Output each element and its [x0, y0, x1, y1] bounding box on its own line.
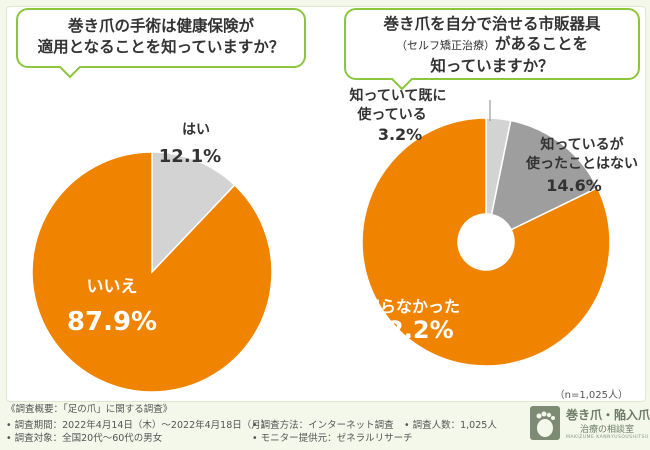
question-2-line-2-small: （セルフ矯正治療）: [395, 39, 495, 52]
logo-name: 巻き爪・陥入爪: [566, 408, 650, 422]
question-1-bubble: 巻き爪の手術は健康保険が 適用となることを知っていますか？: [16, 8, 306, 79]
survey-heading: 《調査概要：「足の爪」に関する調査》: [6, 404, 173, 415]
question-1-line-2: 適用となることを知っていますか？: [37, 38, 285, 56]
chart2-label-2-line-1: 知っているが: [540, 136, 624, 153]
survey-count: • 調査人数：1,025人: [404, 420, 497, 431]
chart1-label-yes: はい: [182, 122, 210, 138]
survey-target: • 調査対象：全国20代～60代の男女: [6, 433, 163, 444]
question-2-line-2: （セルフ矯正治療）があることを: [346, 34, 638, 56]
sample-size: （n=1,025人）: [554, 390, 628, 401]
survey-provider: • モニター提供元：ゼネラルリサーチ: [252, 433, 413, 444]
chart1-slice-2: [31, 151, 273, 393]
chart2-label-3: 知らなかった: [364, 297, 460, 316]
chart1-value-yes: 12.1%: [159, 146, 221, 167]
foot-icon: [530, 406, 560, 440]
survey-period: • 調査期間：2022年4月14日（木）～2022年4月18日（月）: [6, 420, 271, 431]
question-2-bubble: 巻き爪を自分で治せる市販器具 （セルフ矯正治療）があることを 知っていますか？: [344, 8, 640, 91]
logo-sub: 治療の相談室: [580, 425, 635, 435]
clinic-logo: 巻き爪・陥入爪 治療の相談室 MAKIZUME KANNYUSOUSHITSU: [530, 404, 650, 446]
chart2-slice-2: [490, 119, 599, 231]
chart2-value-3: 82.2%: [370, 316, 453, 344]
question-2-line-2-main: があることを: [494, 35, 588, 53]
logo-roman: MAKIZUME KANNYUSOUSHITSU: [566, 435, 649, 440]
chart2-label-1-line-1: 知っていて既に: [350, 87, 447, 104]
chart2-label-1-line-2: 使っている: [356, 106, 426, 123]
chart2-value-2: 14.6%: [546, 176, 602, 195]
chart2-slice-3: [361, 117, 611, 367]
question-1-line-1: 巻き爪の手術は健康保険が: [67, 17, 254, 35]
question-2-line-1: 巻き爪を自分で治せる市販器具: [383, 15, 601, 33]
survey-summary: 《調査概要：「足の爪」に関する調査》: [6, 404, 172, 417]
chart2-value-1: 3.2%: [378, 125, 422, 144]
chart1-slice-1: [151, 151, 236, 274]
chart1-label-no: いいえ: [87, 277, 138, 297]
chart1-value-no: 87.9%: [67, 307, 157, 337]
survey-method: • 調査方法：インターネット調査: [252, 420, 394, 431]
chart2-label-2-line-2: 使ったことはない: [525, 155, 638, 172]
question-2-line-3: 知っていますか？: [430, 57, 554, 75]
